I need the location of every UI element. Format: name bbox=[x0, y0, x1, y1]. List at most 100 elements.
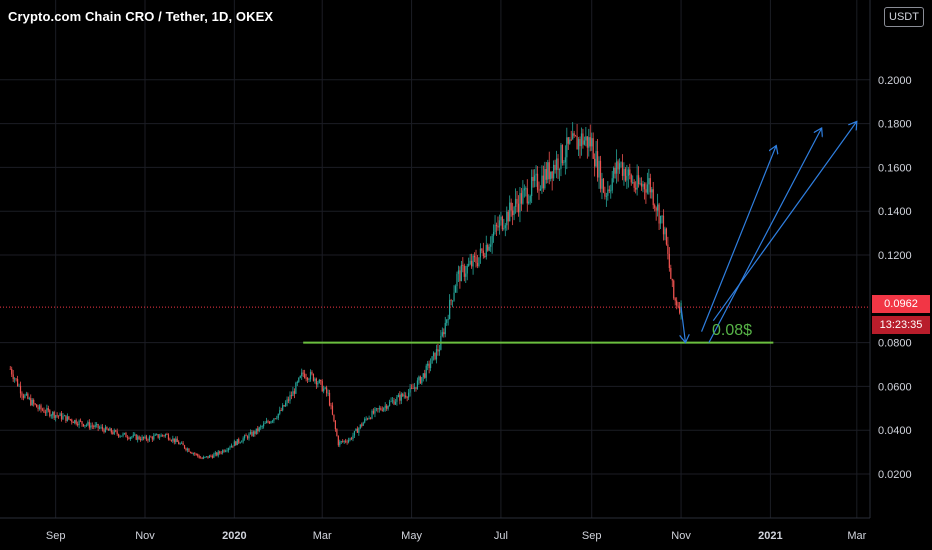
candle-body bbox=[649, 178, 651, 193]
candle-body bbox=[446, 319, 448, 323]
candle-body bbox=[490, 244, 492, 247]
candle-body bbox=[93, 426, 95, 428]
candle-body bbox=[205, 456, 208, 458]
candle-body bbox=[302, 372, 304, 374]
candle-body bbox=[435, 349, 438, 360]
candle-body bbox=[380, 408, 382, 410]
candle-body bbox=[447, 318, 449, 320]
candle-body bbox=[406, 397, 408, 398]
candle-body bbox=[125, 433, 127, 438]
candle-body bbox=[463, 265, 465, 277]
candle-body bbox=[377, 408, 379, 410]
candle-body bbox=[507, 211, 509, 222]
candle-body bbox=[290, 395, 293, 397]
candle-body bbox=[263, 423, 265, 427]
candle-body bbox=[36, 404, 38, 408]
candle-body bbox=[624, 169, 627, 181]
candle-body bbox=[492, 232, 495, 236]
candle-body bbox=[664, 228, 666, 235]
candle-body bbox=[438, 349, 440, 352]
candle-body bbox=[271, 420, 274, 422]
candle-body bbox=[169, 439, 171, 441]
candle-body bbox=[277, 413, 279, 418]
candle-body bbox=[295, 382, 297, 394]
x-tick-label: 2020 bbox=[222, 530, 246, 542]
candle-body bbox=[432, 352, 435, 357]
candle-body bbox=[676, 300, 678, 306]
candle-body bbox=[394, 401, 397, 405]
candle-body bbox=[147, 439, 149, 441]
candle-body bbox=[197, 454, 199, 456]
candle-body bbox=[192, 453, 194, 455]
candle-body bbox=[318, 379, 320, 383]
candle-body bbox=[44, 412, 47, 414]
candle-body bbox=[356, 428, 358, 433]
candle-body bbox=[528, 201, 530, 204]
candle-body bbox=[141, 436, 143, 441]
candle-body bbox=[582, 133, 584, 145]
candle-body bbox=[415, 387, 417, 389]
candle-body bbox=[541, 175, 543, 189]
candle-body bbox=[375, 408, 378, 410]
candle-body bbox=[637, 175, 640, 185]
candle-body bbox=[326, 387, 328, 394]
candle-body bbox=[62, 416, 64, 420]
candle-body bbox=[545, 168, 547, 180]
candle-body bbox=[164, 434, 167, 437]
candle-body bbox=[636, 175, 638, 190]
candle-body bbox=[419, 376, 421, 384]
candle-body bbox=[47, 408, 49, 411]
candle-body bbox=[142, 436, 145, 439]
candle-body bbox=[276, 417, 278, 419]
candle-body bbox=[460, 264, 462, 282]
candle-body bbox=[491, 235, 493, 245]
candle-body bbox=[512, 210, 514, 216]
candle-body bbox=[202, 457, 205, 459]
candle-body bbox=[659, 215, 662, 224]
candle-body bbox=[575, 135, 577, 137]
candle-body bbox=[21, 393, 23, 396]
candle-body bbox=[514, 198, 517, 208]
candle-body bbox=[346, 441, 348, 443]
candle-body bbox=[393, 400, 395, 405]
candle-body bbox=[519, 193, 521, 213]
candle-body bbox=[678, 306, 681, 313]
candle-body bbox=[49, 410, 51, 417]
candle-body bbox=[137, 436, 139, 440]
candle-body bbox=[37, 407, 39, 409]
candle-body bbox=[304, 373, 306, 378]
candle-body bbox=[306, 378, 309, 380]
candle-body bbox=[264, 423, 266, 424]
candle-body bbox=[441, 332, 443, 336]
candle-body bbox=[191, 452, 193, 454]
candle-body bbox=[327, 392, 329, 394]
candle-body bbox=[674, 298, 676, 301]
candle-body bbox=[529, 195, 531, 202]
candle-body bbox=[243, 435, 246, 439]
candle-body bbox=[517, 203, 520, 213]
projection-up-arrow bbox=[701, 146, 777, 332]
currency-badge[interactable]: USDT bbox=[884, 7, 924, 27]
candle-body bbox=[583, 140, 585, 145]
candle-body bbox=[484, 256, 486, 257]
candle-body bbox=[75, 420, 77, 425]
candle-body bbox=[626, 175, 628, 181]
candle-body bbox=[553, 164, 555, 179]
candle-body bbox=[523, 188, 525, 191]
candle-body bbox=[148, 436, 150, 441]
candle-body bbox=[173, 438, 175, 443]
candle-body bbox=[671, 278, 673, 281]
candle-body bbox=[18, 385, 20, 387]
candle-body bbox=[82, 424, 85, 427]
candle-body bbox=[605, 195, 607, 197]
candle-body bbox=[468, 264, 470, 266]
candle-body bbox=[367, 418, 369, 420]
candle-body bbox=[56, 415, 58, 417]
candle-body bbox=[613, 167, 615, 179]
candle-body bbox=[239, 442, 241, 444]
candle-body bbox=[482, 250, 484, 257]
candle-body bbox=[104, 426, 107, 433]
candle-body bbox=[254, 431, 256, 434]
